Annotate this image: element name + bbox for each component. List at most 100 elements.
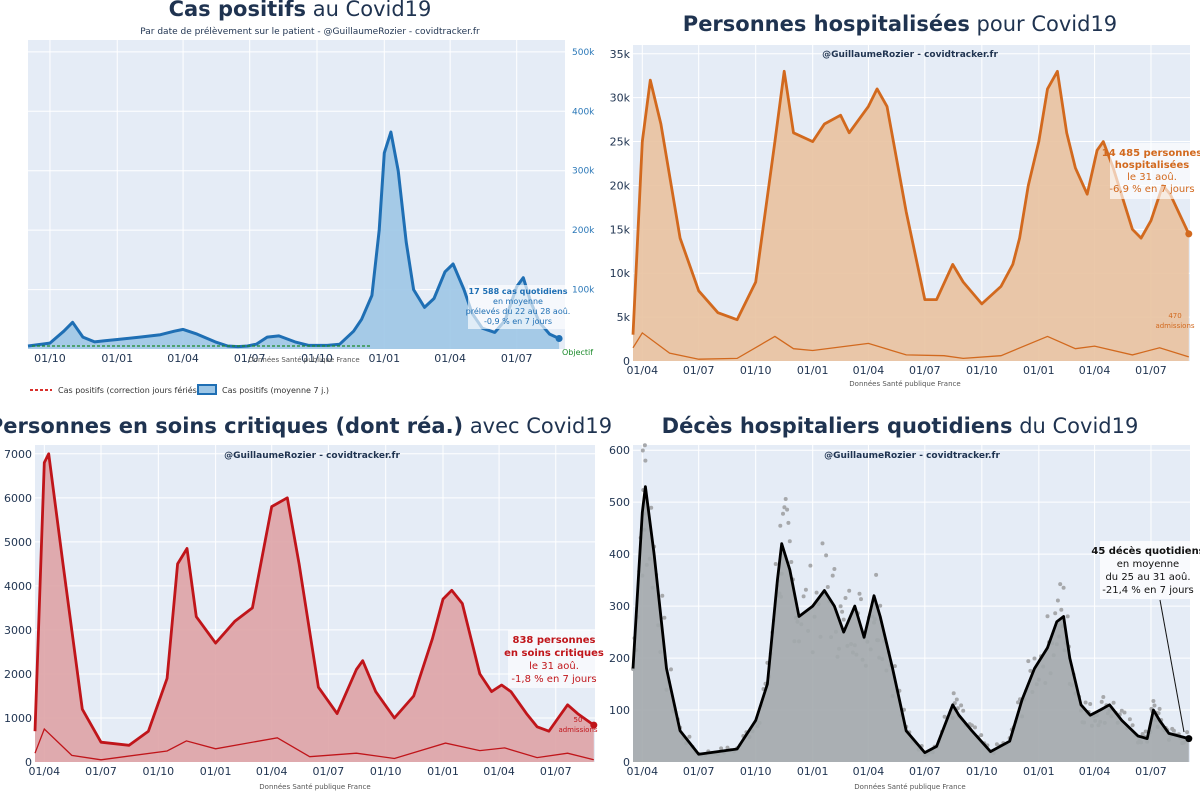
y-tick-label: 100k <box>572 286 595 296</box>
x-tick-label: 01/10 <box>966 765 998 778</box>
y-tick-label: 20k <box>610 179 631 192</box>
y-tick-label: 600 <box>609 444 630 457</box>
x-tick-label: 01/04 <box>483 765 515 778</box>
hosp-annotation-line4: -6,9 % en 7 jours <box>1109 184 1194 195</box>
hosp-annotation-line1: 14 485 personnes <box>1102 148 1200 159</box>
x-tick-label: 01/07 <box>501 352 533 365</box>
deaths-annotation-arrow <box>1159 599 1185 733</box>
y-tick-label: 500k <box>572 48 595 58</box>
x-tick-label: 01/10 <box>740 364 772 377</box>
series-area <box>633 486 1189 762</box>
daily-death-dot <box>660 593 665 598</box>
x-tick-label: 01/07 <box>683 364 715 377</box>
deaths-plot-area <box>633 445 1190 762</box>
daily-death-dot <box>830 573 835 578</box>
x-tick-label: 01/01 <box>200 765 232 778</box>
last-value-marker <box>1185 735 1193 743</box>
daily-death-dot <box>1185 730 1190 735</box>
x-tick-label: 01/07 <box>909 765 941 778</box>
daily-death-dot <box>1058 582 1063 587</box>
daily-death-dot <box>640 448 645 453</box>
daily-death-dot <box>1055 598 1060 603</box>
x-tick-label: 01/01 <box>797 765 829 778</box>
y-tick-label: 25k <box>610 136 631 149</box>
cases-annotation-line3: prélevés du 22 au 28 aoû. <box>466 306 571 316</box>
y-tick-label: 4000 <box>4 580 32 593</box>
icu-title: Personnes en soins critiques (dont réa.)… <box>0 414 612 438</box>
x-tick-label: 01/10 <box>740 765 772 778</box>
daily-death-dot <box>808 563 813 568</box>
daily-death-dot <box>994 742 999 747</box>
daily-death-dot <box>954 697 959 702</box>
x-tick-label: 01/01 <box>101 352 133 365</box>
hosp-credit: @GuillaumeRozier - covidtracker.fr <box>822 50 998 60</box>
x-tick-label: 01/04 <box>626 765 658 778</box>
daily-death-dot <box>874 572 879 577</box>
daily-death-dot <box>1157 706 1162 711</box>
daily-death-dot <box>1053 611 1058 616</box>
icu-admissions-value: 50 <box>574 716 583 724</box>
daily-death-dot <box>1061 585 1066 590</box>
cases-annotation-box <box>468 285 568 329</box>
y-tick-label: 200 <box>609 652 630 665</box>
y-tick-label: 15k <box>610 223 631 236</box>
x-tick-label: 01/07 <box>1135 364 1167 377</box>
deaths-credit: @GuillaumeRozier - covidtracker.fr <box>824 451 1000 461</box>
x-tick-label: 01/04 <box>853 364 885 377</box>
admissions-line <box>34 727 594 761</box>
daily-death-dot <box>892 664 897 669</box>
daily-death-dot <box>1065 614 1070 619</box>
x-tick-label: 01/04 <box>256 765 288 778</box>
daily-death-dot <box>973 725 977 730</box>
icu-annotation-line2: en soins critiques <box>504 648 604 659</box>
legend-label-average: Cas positifs (moyenne 7 j.) <box>222 386 329 395</box>
daily-death-dot <box>789 560 794 564</box>
daily-death-dot <box>643 458 648 463</box>
x-tick-label: 01/10 <box>142 765 174 778</box>
deaths-annotation-line2: en moyenne <box>1117 559 1179 570</box>
daily-death-dot <box>951 691 956 696</box>
daily-death-dot <box>878 603 883 608</box>
daily-death-dot <box>841 617 846 622</box>
daily-death-dot <box>825 585 830 589</box>
series-area <box>633 71 1189 362</box>
x-tick-label: 01/04 <box>1079 765 1111 778</box>
x-tick-label: 01/10 <box>966 364 998 377</box>
y-tick-label: 100 <box>609 704 630 717</box>
legend-label-corrected: Cas positifs (correction jours fériés) <box>58 385 200 395</box>
legend-area-swatch <box>197 384 217 395</box>
daily-death-dot <box>1130 723 1135 728</box>
icu-admissions-label: admissions <box>558 726 597 734</box>
x-tick-label: 01/01 <box>797 364 829 377</box>
y-tick-label: 400 <box>609 548 630 561</box>
daily-death-dot <box>786 520 791 525</box>
daily-death-dot <box>847 588 852 593</box>
daily-death-dot <box>785 507 790 512</box>
daily-death-dot <box>1101 695 1106 699</box>
series-area <box>35 453 594 762</box>
y-tick-label: 500 <box>609 496 630 509</box>
icu-credit: @GuillaumeRozier - covidtracker.fr <box>224 451 400 461</box>
icu-annotation-line1: 838 personnes <box>512 635 595 646</box>
daily-death-dot <box>832 567 837 571</box>
y-tick-label: 3000 <box>4 624 32 637</box>
x-tick-label: 01/07 <box>234 352 266 365</box>
daily-death-dot <box>1143 729 1148 734</box>
icu-panel: Personnes en soins critiques (dont réa.)… <box>0 414 612 791</box>
x-tick-label: 01/01 <box>368 352 400 365</box>
y-tick-label: 200k <box>572 226 595 236</box>
y-tick-label: 10k <box>610 267 631 280</box>
y-tick-label: 0 <box>623 355 630 368</box>
cases-annotation-line4: -0,9 % en 7 jours <box>484 317 552 326</box>
x-tick-label: 01/07 <box>1135 765 1167 778</box>
cases-legend[interactable]: Cas positifs (correction jours fériés) C… <box>30 384 329 395</box>
y-tick-label: 1000 <box>4 712 32 725</box>
y-tick-label: 0 <box>623 756 630 769</box>
daily-death-dot <box>778 523 783 528</box>
daily-death-dot <box>1016 700 1020 705</box>
hosp-annotation-line2: hospitalisées <box>1115 159 1189 171</box>
y-tick-label: 400k <box>572 107 595 117</box>
x-tick-label: 01/07 <box>909 364 941 377</box>
cases-source: Données Santé publique France <box>248 356 359 364</box>
